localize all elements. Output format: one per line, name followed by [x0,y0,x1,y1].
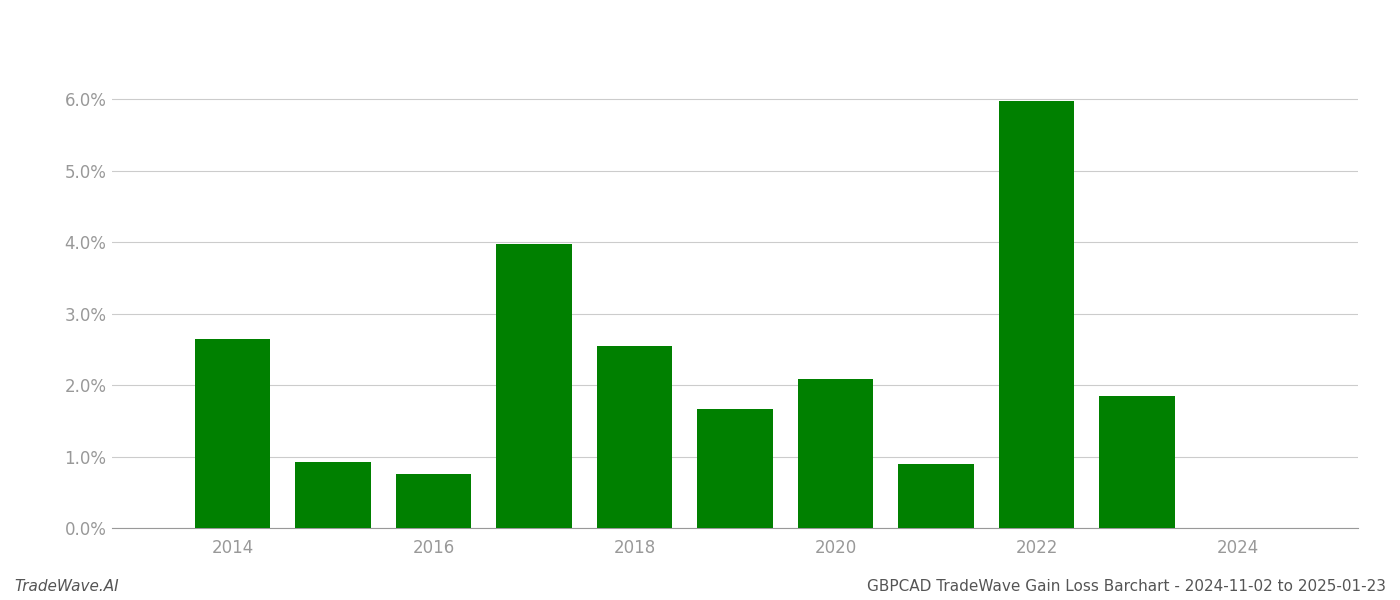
Bar [396,475,472,528]
Bar [1099,396,1175,528]
Bar [295,462,371,528]
Text: GBPCAD TradeWave Gain Loss Barchart - 2024-11-02 to 2025-01-23: GBPCAD TradeWave Gain Loss Barchart - 20… [867,579,1386,594]
Bar [798,379,874,528]
Bar [497,244,571,528]
Bar [998,101,1074,528]
Bar [899,464,973,528]
Bar [596,346,672,528]
Bar [195,338,270,528]
Text: TradeWave.AI: TradeWave.AI [14,579,119,594]
Bar [697,409,773,528]
